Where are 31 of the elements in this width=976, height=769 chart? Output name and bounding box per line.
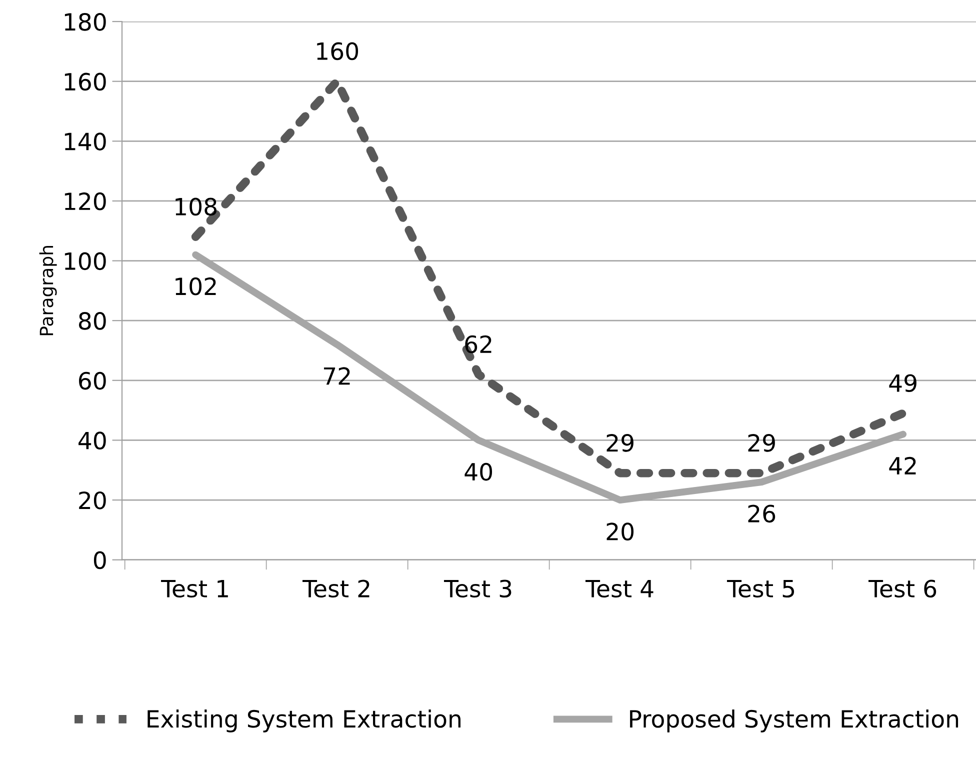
data-label: 72 [324,367,350,385]
y-tick-label: 40 [78,432,106,450]
data-label: 20 [606,522,634,541]
x-tick-label: Test 6 [868,580,936,598]
legend-label: Existing System Extraction [148,710,460,732]
x-tick-label: Test 3 [444,580,512,598]
x-tick-label: Test 5 [726,580,794,598]
y-tick-label: 120 [64,192,106,210]
data-label: 29 [748,434,775,452]
data-label: 102 [176,277,216,296]
y-tick-label: 80 [78,312,106,330]
data-label: 108 [176,198,216,216]
data-label: 40 [464,462,492,481]
y-tick-label: 0 [94,551,106,570]
data-label: 62 [465,335,492,354]
x-tick-label: Test 4 [585,580,654,598]
data-label: 160 [317,42,358,60]
data-label: 49 [889,374,916,392]
x-tick-label: Test 1 [161,580,228,598]
y-tick-label: 20 [79,491,106,510]
data-label: 26 [748,504,776,523]
y-tick-label: 100 [64,252,106,270]
y-tick-label: 180 [64,12,106,31]
data-label: 42 [889,456,916,474]
legend-label: Proposed System Extraction [630,710,958,732]
y-tick-label: 160 [64,72,106,91]
y-axis-title: Paragraph [39,246,57,336]
y-tick-label: 140 [64,132,106,150]
y-tick-label: 60 [79,372,106,390]
data-label: 29 [606,434,634,452]
x-tick-label: Test 2 [302,580,370,598]
